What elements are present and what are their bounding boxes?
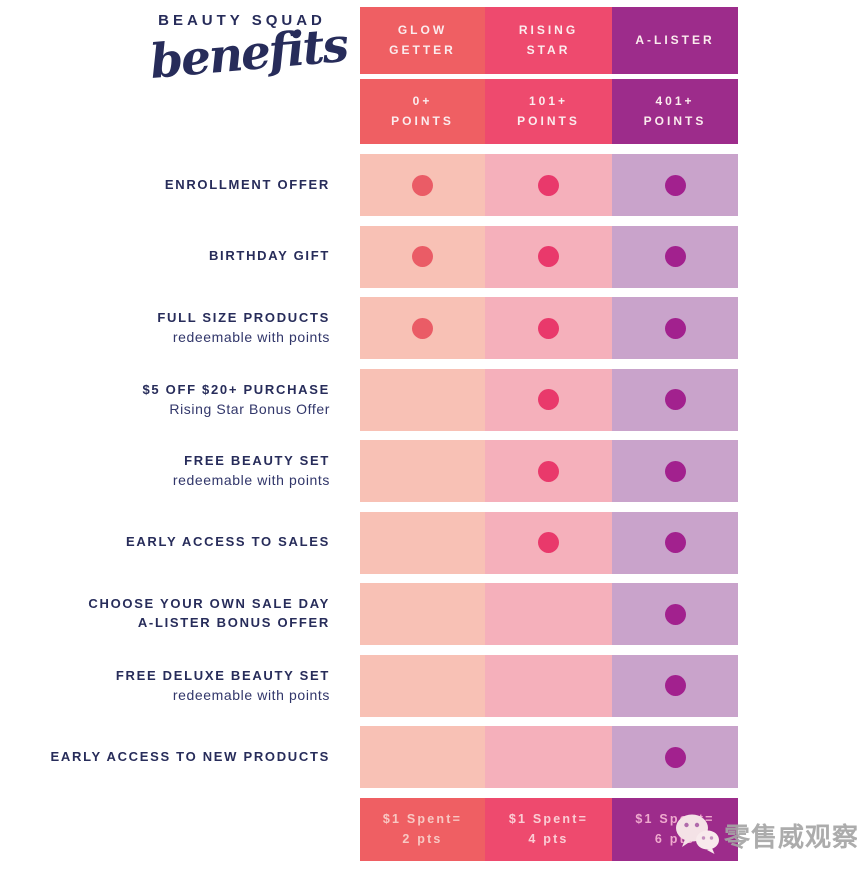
grid-cell	[360, 368, 485, 431]
grid-cell	[485, 511, 612, 574]
grid-cell	[360, 440, 485, 502]
table-row-free-deluxe-beauty-set	[360, 654, 738, 717]
grid-cell	[612, 654, 738, 717]
benefit-title: CHOOSE YOUR OWN SALE DAY	[88, 596, 330, 612]
benefit-label-free-deluxe-beauty-set: FREE DELUXE BEAUTY SET redeemable with p…	[0, 655, 330, 717]
earn-rate-rising-star: $1 Spent= 4 pts	[485, 797, 612, 861]
benefit-dot	[538, 246, 559, 267]
benefit-dot	[664, 532, 686, 553]
benefit-subtitle: redeemable with points	[172, 472, 330, 489]
benefit-label-early-access-sales: EARLY ACCESS TO SALES	[0, 512, 330, 574]
watermark: 零售威观察	[674, 810, 857, 861]
benefit-label-birthday-gift: BIRTHDAY GIFT	[0, 226, 330, 288]
benefit-label-free-beauty-set: FREE BEAUTY SET redeemable with points	[0, 440, 330, 502]
grid-cell	[485, 154, 612, 216]
benefit-label-5-off-purchase: $5 OFF $20+ PURCHASE Rising Star Bonus O…	[0, 369, 330, 431]
benefit-dot	[538, 460, 559, 482]
points-rising-star: 101+ POINTS	[485, 79, 612, 144]
points-threshold-row: 0+ POINTS 101+ POINTS 401+ POINTS	[360, 79, 738, 144]
grid-cell	[612, 726, 738, 788]
grid-cell	[360, 297, 485, 359]
benefit-dot	[538, 532, 559, 553]
tier-name-header-row: GLOW GETTER RISING STAR A-LISTER	[360, 7, 738, 74]
benefit-title: BIRTHDAY GIFT	[208, 248, 330, 264]
benefits-script-title: benefits	[147, 17, 350, 90]
benefit-dot	[412, 246, 433, 267]
table-row-birthday-gift	[360, 225, 738, 288]
benefit-dot	[412, 317, 433, 339]
earn-rate-row: $1 Spent= 2 pts $1 Spent= 4 pts $1 Spent…	[360, 797, 738, 861]
benefit-dot	[412, 174, 433, 196]
grid-cell	[612, 297, 738, 359]
grid-cell	[360, 726, 485, 788]
grid-cell	[485, 583, 612, 645]
tier-header-glow-getter: GLOW GETTER	[360, 7, 485, 74]
table-row-early-access-new-products	[360, 726, 738, 788]
brand-title: BEAUTY SQUAD	[158, 12, 326, 29]
grid-cell	[485, 440, 612, 502]
table-row-choose-sale-day	[360, 583, 738, 645]
table-row-free-beauty-set	[360, 440, 738, 502]
grid-cell	[612, 511, 738, 574]
benefit-title: FREE BEAUTY SET	[184, 453, 330, 469]
benefit-subtitle: Rising Star Bonus Offer	[169, 400, 330, 417]
grid-cell	[612, 440, 738, 502]
wechat-icon	[674, 810, 720, 861]
grid-cell	[360, 225, 485, 288]
benefit-title: FULL SIZE PRODUCTS	[157, 310, 330, 326]
benefit-label-early-access-new-products: EARLY ACCESS TO NEW PRODUCTS	[0, 726, 330, 788]
grid-cell	[485, 726, 612, 788]
points-a-lister: 401+ POINTS	[612, 79, 738, 144]
grid-cell	[612, 154, 738, 216]
benefit-label-full-size-products: FULL SIZE PRODUCTS redeemable with point…	[0, 297, 330, 359]
benefit-dot	[664, 389, 686, 410]
grid-cell	[360, 583, 485, 645]
benefit-dot	[538, 389, 559, 410]
benefit-title: EARLY ACCESS TO SALES	[125, 534, 330, 550]
watermark-text: 零售威观察	[724, 822, 857, 852]
benefit-dot	[664, 746, 686, 768]
benefit-dot	[664, 460, 686, 482]
grid-cell	[360, 154, 485, 216]
grid-cell	[485, 297, 612, 359]
logo: BEAUTY SQUAD benefits	[148, 12, 349, 90]
benefit-dot	[664, 174, 686, 196]
benefit-title: EARLY ACCESS TO NEW PRODUCTS	[50, 748, 330, 764]
benefit-label-choose-sale-day: CHOOSE YOUR OWN SALE DAY A-LISTER BONUS …	[0, 583, 330, 645]
benefit-dot	[664, 317, 686, 339]
grid-cell	[612, 368, 738, 431]
table-row-5-off-purchase	[360, 368, 738, 431]
benefit-label-enrollment-offer: ENROLLMENT OFFER	[0, 154, 330, 216]
benefit-title-line2: A-LISTER BONUS OFFER	[137, 615, 330, 630]
tier-header-rising-star: RISING STAR	[485, 7, 612, 74]
grid-cell	[612, 583, 738, 645]
grid-cell	[485, 368, 612, 431]
table-row-enrollment-offer	[360, 154, 738, 216]
benefit-dot	[538, 174, 559, 196]
table-row-early-access-sales	[360, 511, 738, 574]
tier-header-a-lister: A-LISTER	[612, 7, 738, 74]
tier-comparison-grid: GLOW GETTER RISING STAR A-LISTER 0+ POIN…	[360, 7, 738, 861]
grid-cell	[360, 654, 485, 717]
benefit-title: FREE DELUXE BEAUTY SET	[115, 667, 330, 683]
grid-cell	[612, 225, 738, 288]
benefit-dot	[664, 675, 686, 696]
benefit-dot	[664, 246, 686, 267]
table-row-full-size-products	[360, 297, 738, 359]
grid-cell	[485, 654, 612, 717]
benefit-subtitle: redeemable with points	[172, 686, 330, 703]
earn-rate-glow-getter: $1 Spent= 2 pts	[360, 797, 485, 861]
points-glow-getter: 0+ POINTS	[360, 79, 485, 144]
benefit-dot	[538, 317, 559, 339]
grid-cell	[360, 511, 485, 574]
benefit-dot	[664, 603, 686, 625]
benefit-subtitle: redeemable with points	[172, 329, 330, 346]
grid-cell	[485, 225, 612, 288]
benefit-title: ENROLLMENT OFFER	[164, 176, 330, 192]
benefit-title: $5 OFF $20+ PURCHASE	[142, 381, 330, 397]
